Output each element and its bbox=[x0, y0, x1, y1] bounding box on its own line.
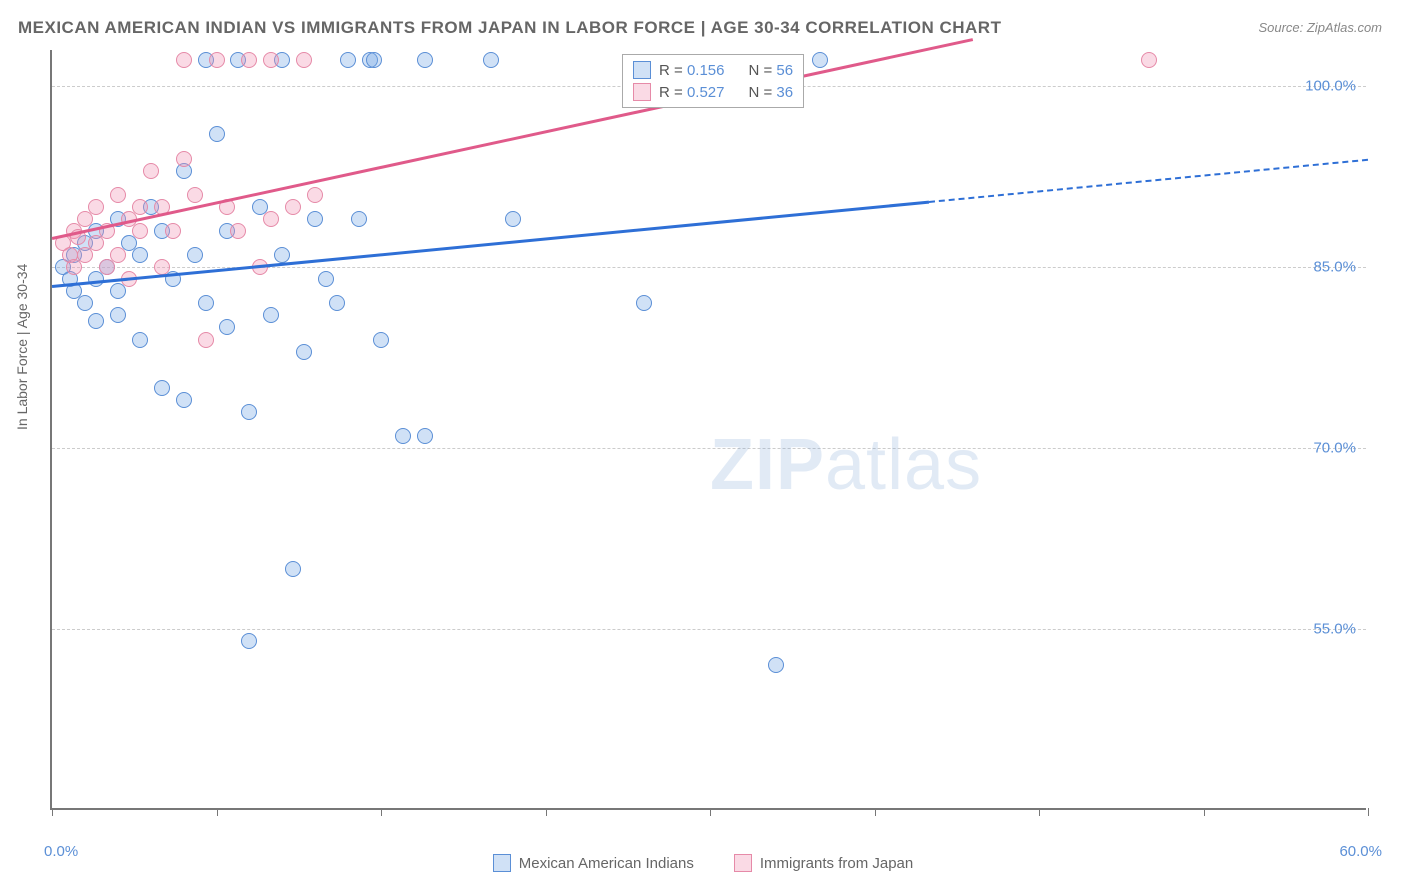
data-point bbox=[263, 307, 279, 323]
data-point bbox=[296, 52, 312, 68]
x-tick bbox=[381, 808, 382, 816]
data-point bbox=[296, 344, 312, 360]
data-point bbox=[263, 52, 279, 68]
data-point bbox=[417, 428, 433, 444]
legend-label: Mexican American Indians bbox=[519, 855, 694, 872]
data-point bbox=[505, 211, 521, 227]
data-point bbox=[307, 211, 323, 227]
data-point bbox=[165, 223, 181, 239]
data-point bbox=[219, 319, 235, 335]
stats-row: R = 0.156 N = 56 bbox=[633, 59, 793, 81]
gridline bbox=[52, 448, 1366, 449]
data-point bbox=[230, 223, 246, 239]
x-tick bbox=[875, 808, 876, 816]
data-point bbox=[812, 52, 828, 68]
stat-n: N = 56 bbox=[748, 62, 793, 79]
x-tick bbox=[217, 808, 218, 816]
data-point bbox=[88, 199, 104, 215]
data-point bbox=[176, 52, 192, 68]
data-point bbox=[132, 199, 148, 215]
data-point bbox=[636, 295, 652, 311]
data-point bbox=[110, 247, 126, 263]
data-point bbox=[110, 307, 126, 323]
data-point bbox=[351, 211, 367, 227]
data-point bbox=[110, 187, 126, 203]
data-point bbox=[143, 163, 159, 179]
legend-swatch bbox=[633, 83, 651, 101]
data-point bbox=[187, 187, 203, 203]
data-point bbox=[329, 295, 345, 311]
y-axis-label: In Labor Force | Age 30-34 bbox=[14, 264, 30, 430]
data-point bbox=[768, 657, 784, 673]
data-point bbox=[176, 151, 192, 167]
stats-row: R = 0.527 N = 36 bbox=[633, 81, 793, 103]
trend-line bbox=[929, 159, 1368, 203]
data-point bbox=[366, 52, 382, 68]
data-point bbox=[198, 295, 214, 311]
y-tick-label: 55.0% bbox=[1313, 621, 1356, 638]
bottom-legend: Mexican American Indians Immigrants from … bbox=[0, 854, 1406, 872]
data-point bbox=[132, 247, 148, 263]
data-point bbox=[241, 52, 257, 68]
legend-swatch bbox=[734, 854, 752, 872]
data-point bbox=[263, 211, 279, 227]
data-point bbox=[340, 52, 356, 68]
data-point bbox=[417, 52, 433, 68]
data-point bbox=[307, 187, 323, 203]
data-point bbox=[1141, 52, 1157, 68]
stat-n: N = 36 bbox=[748, 84, 793, 101]
data-point bbox=[209, 126, 225, 142]
data-point bbox=[318, 271, 334, 287]
legend-item: Mexican American Indians bbox=[493, 854, 694, 872]
data-point bbox=[241, 404, 257, 420]
source-label: Source: ZipAtlas.com bbox=[1258, 20, 1382, 35]
chart-title: MEXICAN AMERICAN INDIAN VS IMMIGRANTS FR… bbox=[18, 18, 1001, 38]
data-point bbox=[198, 332, 214, 348]
data-point bbox=[187, 247, 203, 263]
stat-r: R = 0.156 bbox=[659, 62, 724, 79]
stats-legend: R = 0.156 N = 56 R = 0.527 N = 36 bbox=[622, 54, 804, 108]
data-point bbox=[274, 247, 290, 263]
data-point bbox=[285, 561, 301, 577]
legend-swatch bbox=[633, 61, 651, 79]
x-tick bbox=[52, 808, 53, 816]
data-point bbox=[154, 380, 170, 396]
data-point bbox=[483, 52, 499, 68]
data-point bbox=[154, 259, 170, 275]
x-tick bbox=[710, 808, 711, 816]
data-point bbox=[395, 428, 411, 444]
trend-line bbox=[52, 201, 930, 288]
data-point bbox=[209, 52, 225, 68]
y-tick-label: 85.0% bbox=[1313, 259, 1356, 276]
y-tick-label: 70.0% bbox=[1313, 440, 1356, 457]
x-tick bbox=[1204, 808, 1205, 816]
data-point bbox=[88, 313, 104, 329]
data-point bbox=[77, 295, 93, 311]
legend-label: Immigrants from Japan bbox=[760, 855, 913, 872]
legend-swatch bbox=[493, 854, 511, 872]
plot-area: 55.0% 70.0% 85.0% 100.0% ZIPatlas R = 0.156 N … bbox=[50, 50, 1366, 810]
data-point bbox=[285, 199, 301, 215]
gridline bbox=[52, 629, 1366, 630]
x-tick bbox=[546, 808, 547, 816]
y-tick-label: 100.0% bbox=[1305, 78, 1356, 95]
data-point bbox=[132, 223, 148, 239]
watermark: ZIPatlas bbox=[710, 424, 982, 506]
data-point bbox=[241, 633, 257, 649]
x-tick bbox=[1368, 808, 1369, 816]
legend-item: Immigrants from Japan bbox=[734, 854, 913, 872]
stat-r: R = 0.527 bbox=[659, 84, 724, 101]
data-point bbox=[176, 392, 192, 408]
data-point bbox=[373, 332, 389, 348]
x-tick bbox=[1039, 808, 1040, 816]
data-point bbox=[132, 332, 148, 348]
